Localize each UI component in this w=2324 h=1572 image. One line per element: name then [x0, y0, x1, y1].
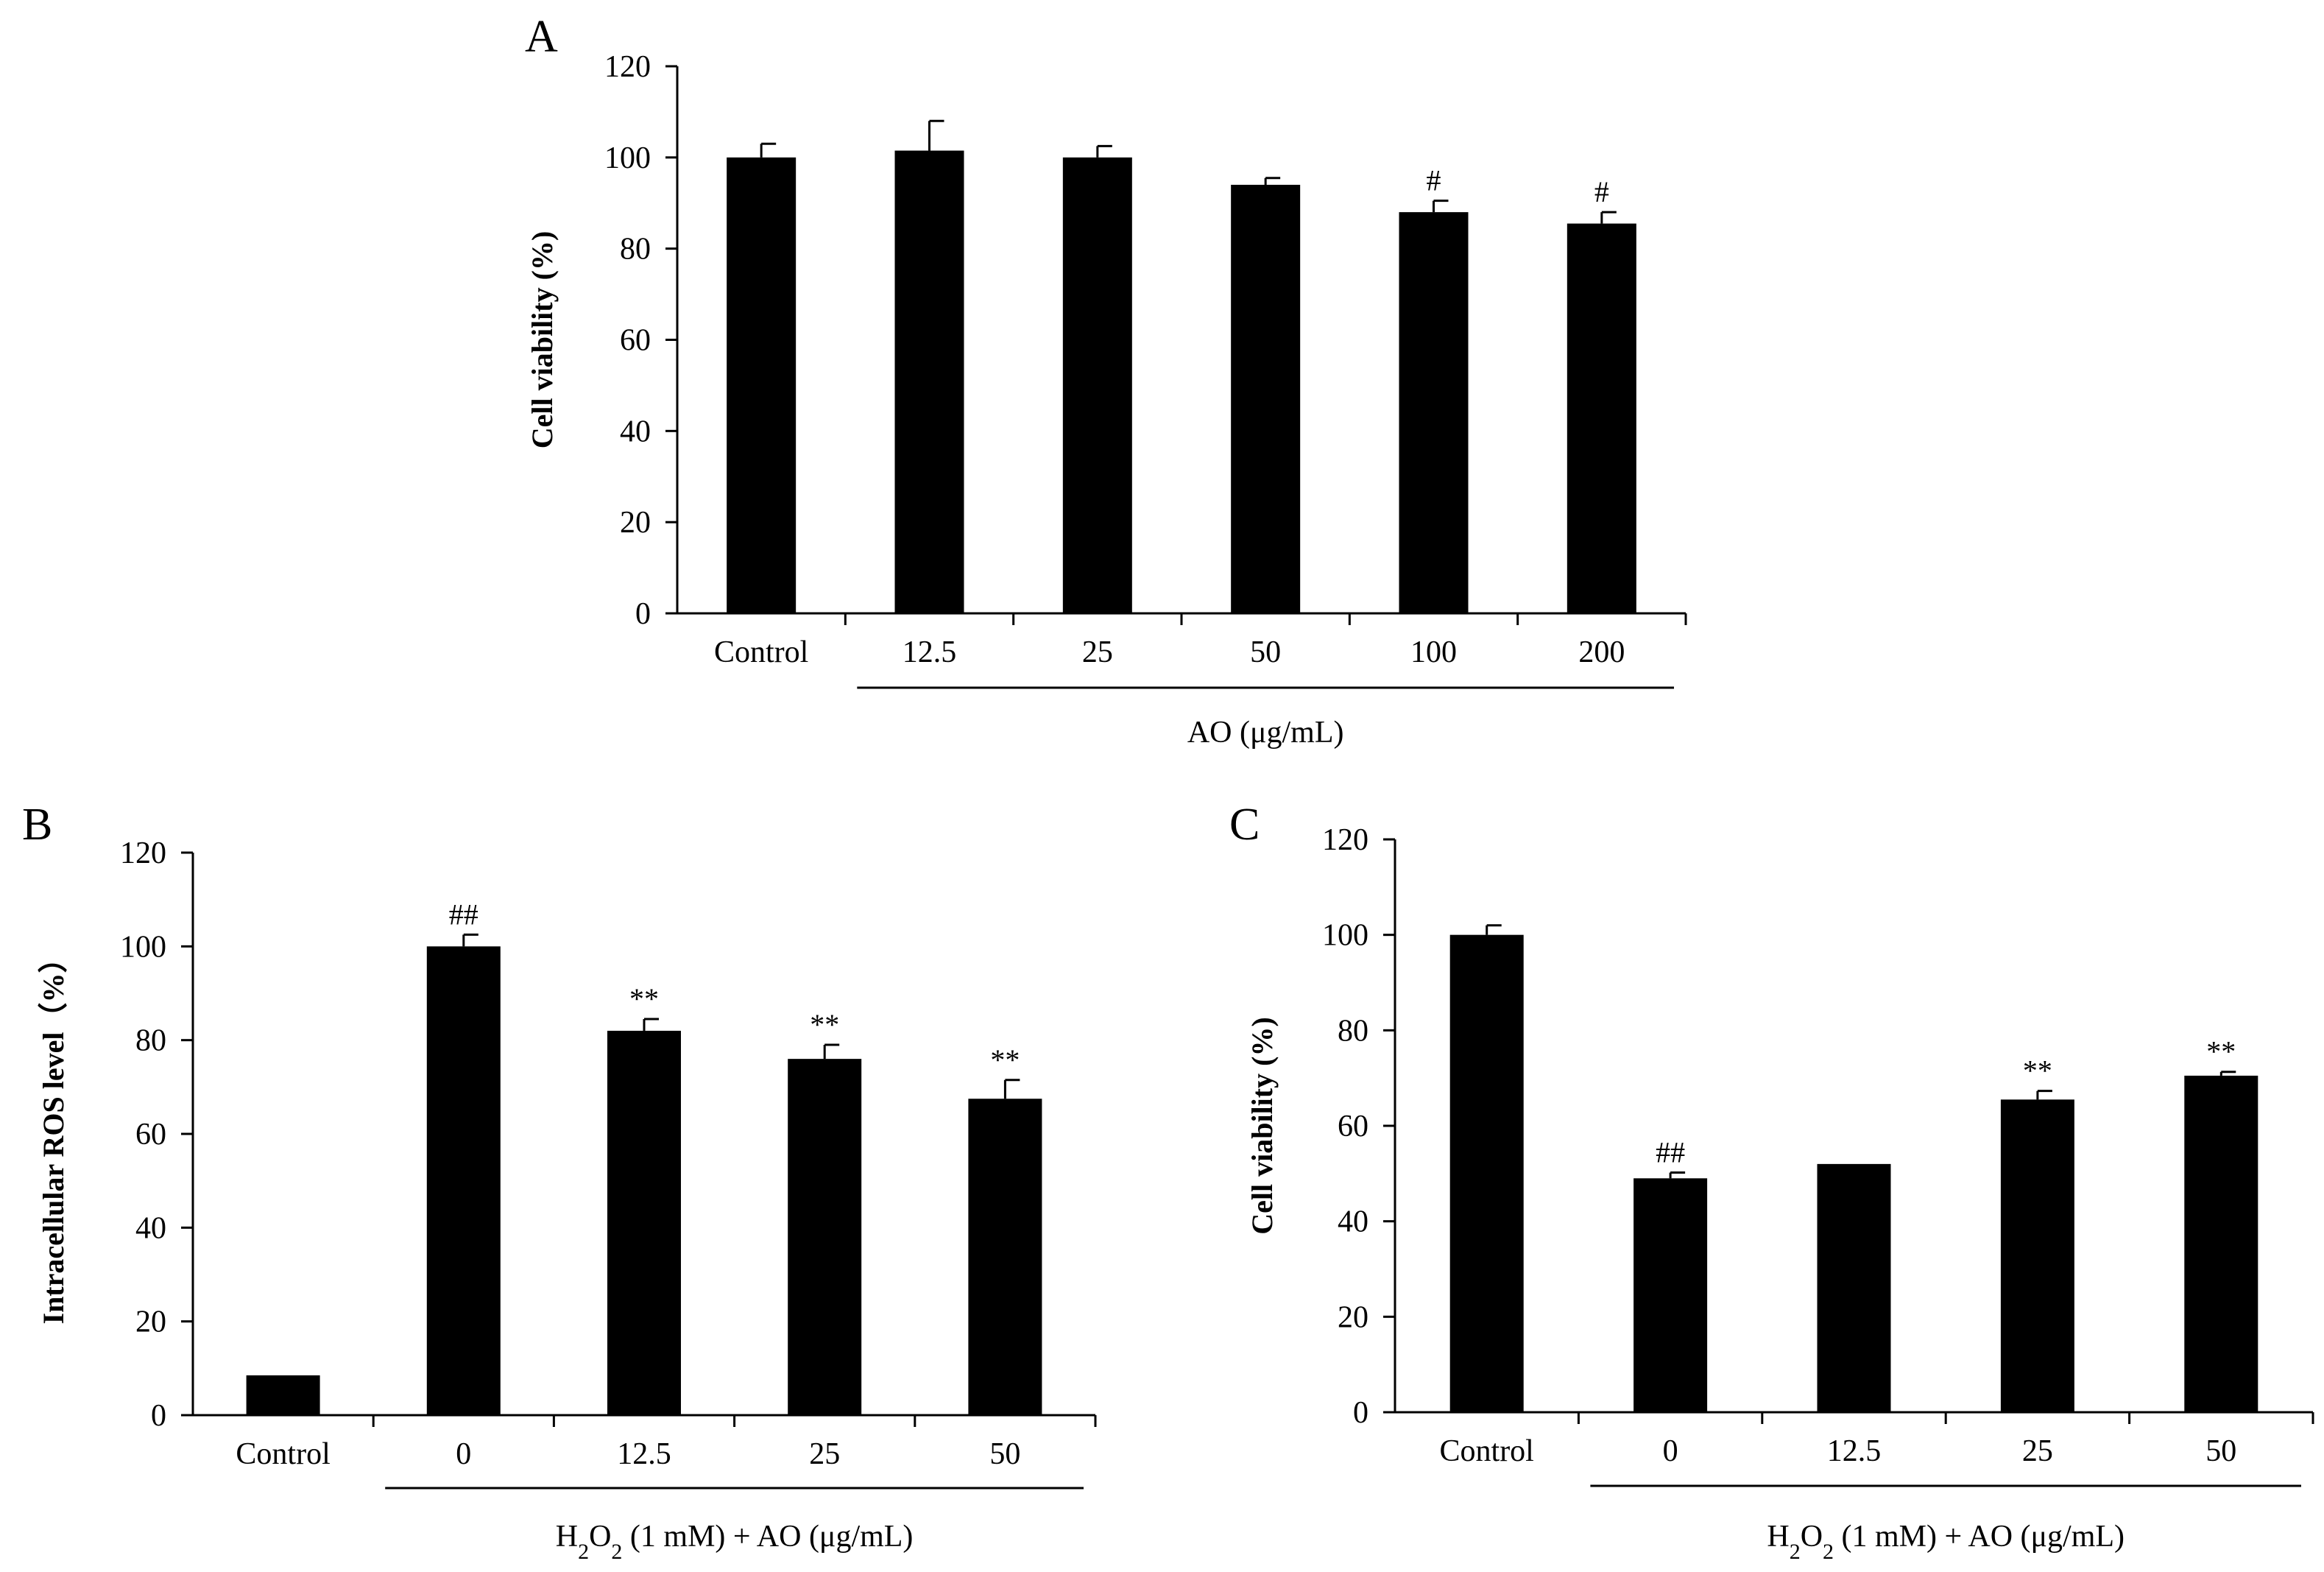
panel-b-chart: B 0 20 40 60 80 100 120 Control ## 0 ** 12.5 ** 25 ** 50…: [22, 800, 1097, 1564]
y-tick-label: 20: [620, 506, 651, 540]
bar: [607, 1030, 681, 1415]
x-axis-label-part: (1 mM) + AO (μg/mL): [622, 1520, 913, 1554]
x-category-label: 50: [1250, 635, 1281, 669]
x-axis-label-part: O: [1801, 1520, 1823, 1554]
x-category-label: 12.5: [617, 1437, 671, 1471]
x-category-label: 50: [2205, 1434, 2236, 1468]
x-axis-label-part: (1 mM) + AO (μg/mL): [1834, 1520, 2125, 1554]
y-tick-label: 60: [1338, 1110, 1368, 1143]
bar: [426, 946, 501, 1415]
y-tick-label: 80: [135, 1024, 166, 1058]
y-tick-label: 80: [1338, 1014, 1368, 1048]
x-category-label: 50: [989, 1437, 1020, 1471]
x-axis-label-part: H: [556, 1520, 578, 1554]
y-tick-label: 0: [151, 1399, 166, 1433]
bar: [1817, 1163, 1891, 1412]
x-axis-label-part: 2: [611, 1540, 622, 1564]
bar: [1399, 212, 1469, 614]
x-category-label: 0: [1663, 1434, 1678, 1468]
x-axis-label-part: O: [589, 1520, 611, 1554]
y-tick-label: 80: [620, 233, 651, 267]
panel-a-chart: A 0 20 40 60 80 100 120 Control 12.5 25 50 #100 #200 A…: [525, 12, 1687, 750]
y-tick-label: 0: [1353, 1396, 1368, 1430]
x-category-label: Control: [1440, 1434, 1534, 1468]
x-axis-label-part: 2: [578, 1540, 589, 1564]
x-axis-label-part: 2: [1823, 1540, 1834, 1564]
significance-marker: **: [990, 1043, 1020, 1076]
y-tick-label: 40: [1338, 1205, 1368, 1239]
y-tick-label: 0: [635, 597, 651, 631]
y-tick-label: 40: [620, 415, 651, 448]
significance-marker: ##: [1656, 1136, 1685, 1169]
x-category-label: Control: [236, 1437, 330, 1471]
x-category-label: Control: [714, 635, 808, 669]
significance-marker: #: [1427, 164, 1441, 197]
panel-letter: A: [525, 12, 558, 62]
y-axis-label: Intracellular ROS level（%）: [37, 944, 70, 1325]
bar: [1062, 157, 1132, 614]
y-tick-label: 20: [1338, 1300, 1368, 1334]
x-category-label: 12.5: [903, 635, 957, 669]
bar: [1633, 1178, 1708, 1412]
significance-marker: **: [810, 1008, 839, 1041]
x-axis-label: H2O2 (1 mM) + AO (μg/mL): [556, 1520, 914, 1564]
y-tick-label: 120: [120, 836, 166, 870]
bar: [1449, 934, 1524, 1412]
bar: [2184, 1075, 2258, 1412]
bar: [788, 1059, 862, 1415]
x-axis-label-part: H: [1767, 1520, 1789, 1554]
bar: [1231, 184, 1301, 613]
bar: [968, 1099, 1042, 1415]
y-tick-label: 100: [120, 930, 166, 964]
significance-marker: **: [2206, 1035, 2236, 1068]
x-axis-label: H2O2 (1 mM) + AO (μg/mL): [1767, 1520, 2125, 1564]
y-axis-label: Cell viability (%): [1246, 1017, 1279, 1235]
significance-marker: **: [2023, 1054, 2052, 1088]
y-tick-label: 20: [135, 1305, 166, 1339]
panel-letter: B: [22, 800, 52, 850]
x-category-label: 200: [1578, 635, 1625, 669]
x-axis-label-part: 2: [1790, 1540, 1801, 1564]
y-tick-label: 60: [620, 324, 651, 358]
y-tick-label: 100: [1322, 919, 1368, 953]
x-category-label: 12.5: [1827, 1434, 1882, 1468]
significance-marker: **: [629, 982, 659, 1015]
y-axis-label: Cell viability (%): [526, 231, 559, 449]
bar: [894, 150, 964, 613]
y-tick-label: 120: [604, 50, 651, 84]
significance-marker: #: [1594, 175, 1609, 208]
y-tick-label: 100: [604, 141, 651, 175]
y-tick-label: 120: [1322, 823, 1368, 857]
bar: [1567, 223, 1636, 613]
x-category-label: 25: [809, 1437, 840, 1471]
x-category-label: 25: [1082, 635, 1113, 669]
bar: [727, 157, 797, 614]
y-tick-label: 60: [135, 1118, 166, 1152]
x-category-label: 25: [2022, 1434, 2053, 1468]
bar: [246, 1375, 320, 1415]
significance-marker: ##: [449, 898, 478, 931]
x-category-label: 100: [1410, 635, 1457, 669]
bar: [2000, 1099, 2074, 1412]
x-axis-label: AO (μg/mL): [1187, 716, 1344, 750]
panel-letter: C: [1229, 800, 1260, 850]
x-category-label: 0: [456, 1437, 471, 1471]
y-tick-label: 40: [135, 1211, 166, 1245]
